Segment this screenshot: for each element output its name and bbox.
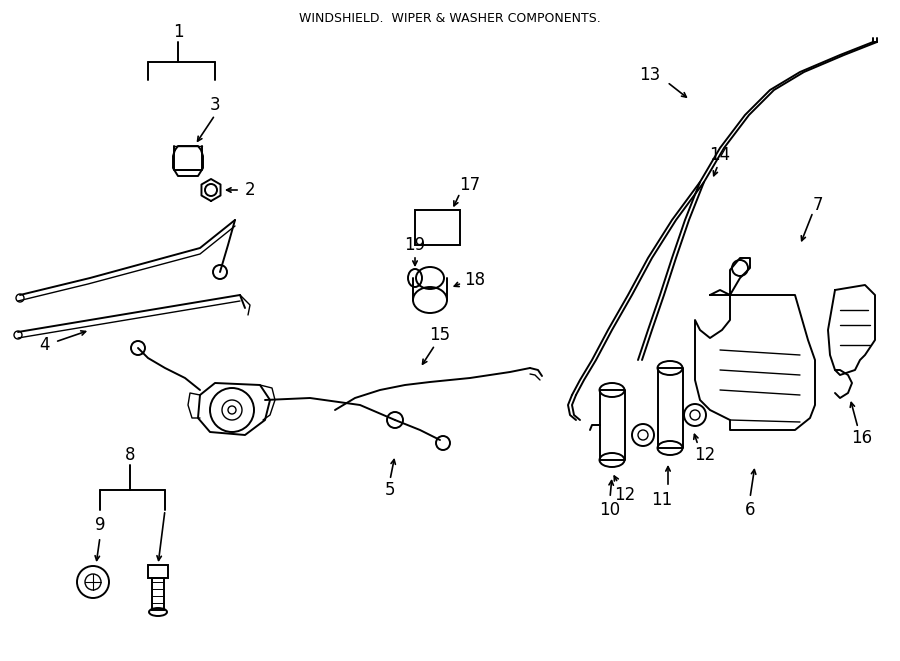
Text: 12: 12: [615, 486, 635, 504]
Text: 5: 5: [385, 481, 395, 499]
Text: 4: 4: [40, 336, 50, 354]
Text: WINDSHIELD.  WIPER & WASHER COMPONENTS.: WINDSHIELD. WIPER & WASHER COMPONENTS.: [299, 11, 601, 24]
Text: 14: 14: [709, 146, 731, 164]
Text: 16: 16: [851, 429, 873, 447]
Text: 13: 13: [639, 66, 661, 84]
Text: 3: 3: [210, 96, 220, 114]
Text: 7: 7: [813, 196, 824, 214]
Text: 8: 8: [125, 446, 135, 464]
Text: 10: 10: [599, 501, 621, 519]
Text: 11: 11: [652, 491, 672, 509]
Text: 9: 9: [94, 516, 105, 534]
Text: 17: 17: [459, 176, 481, 194]
Text: 12: 12: [695, 446, 716, 464]
Text: 2: 2: [245, 181, 256, 199]
Text: 15: 15: [429, 326, 451, 344]
Text: 6: 6: [745, 501, 755, 519]
Text: 1: 1: [173, 23, 184, 41]
Text: 19: 19: [404, 236, 426, 254]
Text: 18: 18: [464, 271, 486, 289]
